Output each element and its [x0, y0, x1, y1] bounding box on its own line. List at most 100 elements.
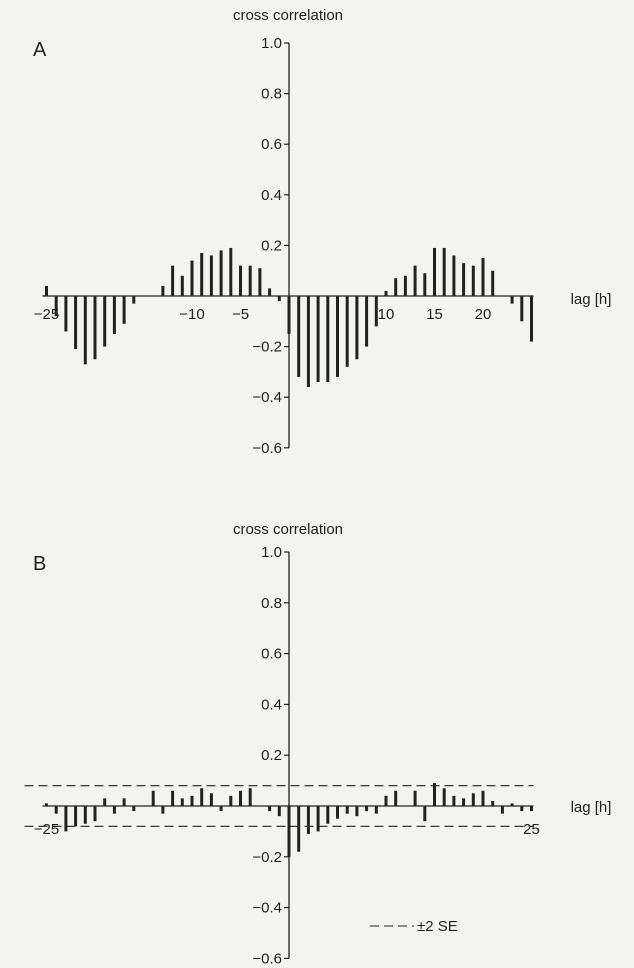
bar: [180, 798, 184, 806]
bar: [530, 296, 533, 342]
x-tick-label: 20: [475, 306, 492, 323]
bar: [64, 806, 68, 832]
bar: [365, 296, 369, 347]
bar: [103, 798, 107, 806]
x-axis-label: lag [h]: [571, 799, 612, 816]
bar: [122, 798, 126, 806]
bar: [413, 265, 417, 296]
bar: [520, 296, 524, 322]
y-tick-label: 1.0: [261, 544, 282, 561]
bar: [151, 790, 155, 806]
bar: [209, 793, 213, 806]
bar: [161, 806, 165, 814]
panel-label: B: [33, 553, 46, 575]
bar: [403, 275, 407, 296]
bar: [248, 788, 252, 806]
bar: [219, 250, 223, 296]
y-axis-label: cross correlation: [233, 7, 343, 24]
bar: [248, 265, 252, 296]
bar: [277, 296, 281, 302]
y-tick-label: 0.6: [261, 136, 282, 153]
bar: [462, 798, 466, 806]
bar: [239, 790, 242, 806]
x-tick-label: 10: [378, 306, 395, 323]
bar: [200, 788, 204, 806]
bar: [83, 296, 87, 365]
bar: [510, 803, 514, 806]
bar: [433, 247, 436, 296]
y-axis-label: cross correlation: [233, 521, 343, 538]
y-tick-label: −0.2: [252, 339, 282, 356]
bar: [355, 806, 359, 817]
bar: [93, 806, 97, 822]
bar: [355, 296, 359, 360]
bar: [384, 290, 388, 296]
bar: [229, 795, 233, 806]
y-tick-label: −0.6: [252, 950, 282, 967]
y-tick-label: 0.6: [261, 646, 282, 663]
bar: [423, 273, 427, 296]
bar: [54, 296, 58, 317]
bar: [112, 806, 116, 814]
bar: [306, 806, 310, 834]
bar: [365, 806, 369, 812]
bar: [316, 806, 320, 832]
x-tick-label: 15: [426, 306, 443, 323]
bar: [45, 803, 48, 806]
bar: [200, 252, 204, 296]
y-tick-label: −0.4: [252, 389, 282, 406]
bar: [54, 806, 58, 814]
bar: [345, 296, 349, 367]
x-tick-label: −5: [232, 306, 249, 323]
bar: [103, 296, 107, 347]
y-tick-label: 1.0: [261, 35, 282, 52]
bar: [122, 296, 126, 324]
y-tick-label: −0.4: [252, 900, 282, 917]
bar: [374, 806, 378, 814]
bar: [306, 296, 310, 388]
bar: [219, 806, 223, 812]
bar: [297, 296, 301, 377]
x-tick-label: −25: [34, 306, 59, 323]
bar: [171, 790, 175, 806]
bar: [374, 296, 378, 327]
bar: [394, 790, 398, 806]
bar: [452, 255, 456, 296]
bar: [384, 795, 388, 806]
y-tick-label: 0.8: [261, 86, 282, 103]
bar: [83, 806, 87, 824]
bar: [64, 296, 68, 332]
bar: [209, 255, 213, 296]
bar: [171, 265, 175, 296]
bar: [161, 285, 165, 296]
y-tick-label: 0.4: [261, 187, 282, 204]
bar: [287, 806, 291, 857]
bar: [491, 270, 495, 296]
bar: [471, 793, 475, 806]
y-tick-label: −0.2: [252, 849, 282, 866]
bar: [442, 788, 446, 806]
bar: [452, 795, 456, 806]
bar: [481, 790, 485, 806]
bar: [520, 806, 524, 812]
panel-label: A: [33, 39, 47, 61]
y-tick-label: 0.4: [261, 696, 282, 713]
bar: [74, 296, 78, 350]
bar: [287, 296, 291, 334]
bar: [433, 783, 436, 806]
bar: [268, 806, 272, 812]
bar: [239, 265, 242, 296]
bar: [491, 800, 495, 806]
x-tick-label: −10: [179, 306, 204, 323]
bar: [297, 806, 301, 852]
bar: [510, 296, 514, 304]
bar: [132, 806, 136, 812]
bar: [190, 260, 194, 296]
bar: [268, 288, 272, 296]
x-tick-label: 25: [523, 821, 540, 838]
x-axis-label: lag [h]: [571, 291, 612, 308]
y-tick-label: 0.8: [261, 595, 282, 612]
bar: [326, 296, 330, 383]
